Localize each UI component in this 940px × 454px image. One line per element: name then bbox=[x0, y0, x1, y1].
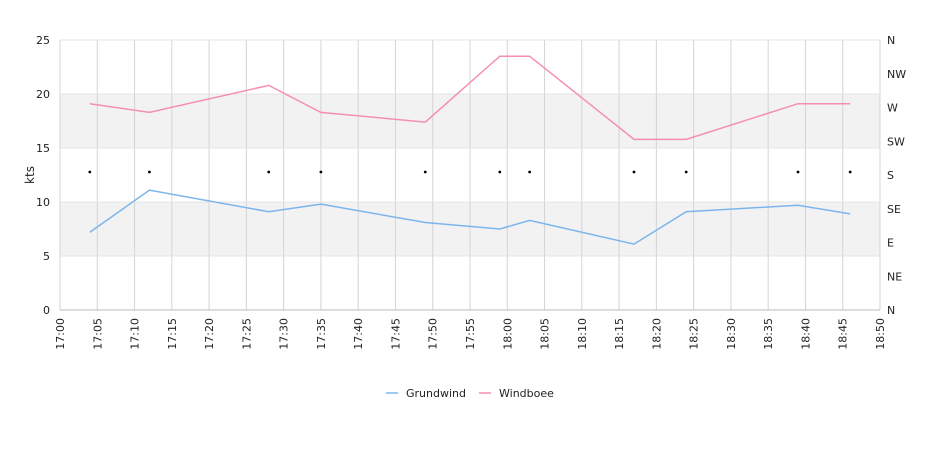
x-tick-label: 17:40 bbox=[352, 318, 365, 350]
direction-marker bbox=[148, 170, 151, 174]
x-tick-label: 17:15 bbox=[166, 318, 179, 350]
direction-marker bbox=[528, 170, 532, 174]
x-tick-label: 17:10 bbox=[129, 318, 142, 350]
series-line-windboee bbox=[89, 55, 851, 141]
direction-tick-label: NE bbox=[887, 270, 902, 283]
direction-tick-label: N bbox=[887, 34, 895, 47]
x-tick-label: 18:00 bbox=[501, 318, 514, 350]
y-tick-label: 20 bbox=[36, 88, 50, 101]
direction-marker bbox=[498, 170, 502, 174]
legend-item-label: Grundwind bbox=[406, 387, 466, 400]
y-tick-label: 5 bbox=[43, 250, 50, 263]
x-tick-label: 18:30 bbox=[725, 318, 738, 350]
direction-tick-label: SW bbox=[887, 135, 905, 148]
x-tick-label: 18:35 bbox=[762, 318, 775, 350]
direction-marker bbox=[88, 170, 92, 174]
direction-marker bbox=[848, 170, 852, 174]
y-tick-label: 0 bbox=[43, 304, 50, 317]
direction-marker bbox=[684, 170, 688, 174]
direction-tick-label: W bbox=[887, 102, 898, 115]
x-tick-label: 18:10 bbox=[576, 318, 589, 350]
x-tick-label: 17:05 bbox=[91, 318, 104, 350]
x-tick-label: 18:40 bbox=[799, 318, 812, 350]
y-axis-title: kts bbox=[23, 166, 37, 184]
direction-marker bbox=[267, 170, 271, 174]
y-tick-label: 15 bbox=[36, 142, 50, 155]
direction-marker bbox=[319, 170, 323, 174]
direction-tick-label: SE bbox=[887, 203, 901, 216]
x-tick-label: 18:15 bbox=[613, 318, 626, 350]
x-tick-label: 17:35 bbox=[315, 318, 328, 350]
x-tick-label: 17:55 bbox=[464, 318, 477, 350]
x-tick-label: 18:05 bbox=[539, 318, 552, 350]
direction-tick-label: NW bbox=[887, 68, 906, 81]
x-tick-label: 18:25 bbox=[688, 318, 701, 350]
x-tick-label: 18:50 bbox=[874, 318, 887, 350]
x-tick-label: 17:00 bbox=[54, 318, 67, 350]
x-tick-label: 17:30 bbox=[278, 318, 291, 350]
direction-tick-label: S bbox=[887, 169, 894, 182]
x-tick-label: 17:25 bbox=[240, 318, 253, 350]
x-tick-label: 17:50 bbox=[427, 318, 440, 350]
legend-item-label: Windboee bbox=[499, 387, 554, 400]
direction-marker bbox=[423, 170, 427, 174]
direction-marker bbox=[796, 170, 800, 174]
y-tick-label: 10 bbox=[36, 196, 50, 209]
x-tick-label: 17:20 bbox=[203, 318, 216, 350]
y-tick-label: 25 bbox=[36, 34, 50, 47]
x-tick-label: 17:45 bbox=[389, 318, 402, 350]
series-line-grundwind bbox=[89, 189, 851, 245]
direction-marker bbox=[632, 170, 636, 174]
direction-tick-label: E bbox=[887, 237, 894, 250]
x-tick-label: 18:45 bbox=[837, 318, 850, 350]
x-tick-label: 18:20 bbox=[650, 318, 663, 350]
direction-tick-label: N bbox=[887, 304, 895, 317]
